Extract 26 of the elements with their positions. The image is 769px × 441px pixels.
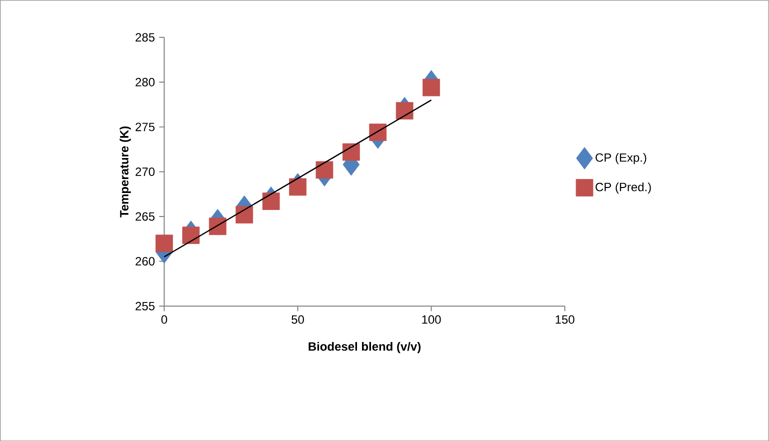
y-tick-label: 260 — [136, 256, 155, 266]
x-axis-title: Biodesel blend (v/v) — [308, 342, 421, 353]
x-tick-label: 0 — [161, 315, 168, 324]
point — [262, 192, 280, 210]
point — [369, 123, 387, 141]
y-tick-label: 280 — [136, 78, 155, 86]
point — [396, 102, 414, 120]
y-tick-label: 265 — [136, 212, 155, 221]
y-tick-label: 270 — [136, 167, 155, 176]
point — [342, 143, 360, 161]
x-tick-label: 50 — [292, 315, 304, 324]
point — [316, 161, 334, 178]
point — [236, 206, 254, 224]
point — [289, 178, 306, 196]
x-tick-label: 150 — [556, 315, 574, 324]
y-tick-label: 285 — [136, 32, 155, 42]
point — [182, 226, 200, 244]
point — [208, 218, 226, 235]
x-tick-label: 100 — [422, 315, 441, 324]
y-tick-label: 255 — [136, 302, 155, 310]
legend-label: CP (Pred.) — [596, 182, 651, 194]
point — [156, 234, 173, 252]
legend-label: CP (Exp.) — [596, 152, 646, 164]
y-axis-title: Temperature (K) — [120, 126, 131, 218]
point — [422, 78, 440, 96]
y-tick-label: 275 — [136, 122, 155, 131]
